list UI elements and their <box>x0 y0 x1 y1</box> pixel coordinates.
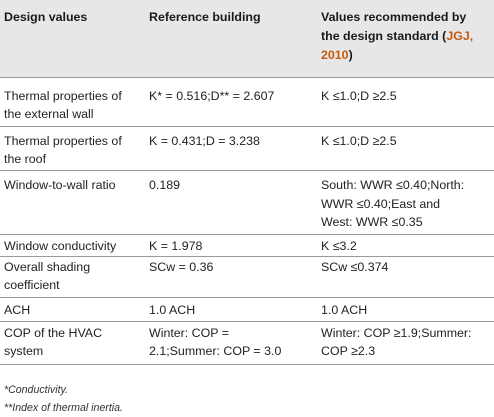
header-recommended-line-2: the design standard (JGJ, <box>321 28 473 46</box>
row-4-reference: K = 1.978 <box>149 239 203 253</box>
row-divider <box>0 297 494 298</box>
table-header-band <box>0 0 494 77</box>
header-divider <box>0 77 494 78</box>
row-7-recommended-line-1: Winter: COP ≥1.9;Summer: <box>321 326 472 340</box>
citation-year-link[interactable]: 2010 <box>321 48 349 62</box>
row-divider <box>0 321 494 322</box>
footnote-thermal-inertia: **Index of thermal inertia. <box>4 402 123 414</box>
row-divider <box>0 234 494 235</box>
row-2-recommended: K ≤1.0;D ≥2.5 <box>321 134 397 148</box>
row-2-reference: K = 0.431;D = 3.238 <box>149 134 260 148</box>
row-3-label: Window-to-wall ratio <box>4 178 116 192</box>
row-6-reference: 1.0 ACH <box>149 303 196 317</box>
row-7-reference-line-1: Winter: COP = <box>149 326 229 340</box>
row-3-recommended-line-3: West: WWR ≤0.35 <box>321 215 423 229</box>
header-reference-building: Reference building <box>149 10 261 24</box>
row-5-reference: SCw = 0.36 <box>149 260 214 274</box>
row-4-recommended: K ≤3.2 <box>321 239 357 253</box>
row-4-label: Window conductivity <box>4 239 117 253</box>
row-1-label-line-1: Thermal properties of <box>4 89 122 103</box>
row-3-recommended-line-1: South: WWR ≤0.40;North: <box>321 178 465 192</box>
header-recommended-line-3: 2010) <box>321 47 353 65</box>
row-6-recommended: 1.0 ACH <box>321 303 368 317</box>
header-recommended-suffix: ) <box>348 48 353 62</box>
row-7-reference-line-2: 2.1;Summer: COP = 3.0 <box>149 344 282 358</box>
row-7-label-line-1: COP of the HVAC <box>4 326 103 340</box>
row-5-label-line-2: coefficient <box>4 278 60 292</box>
row-divider <box>0 170 494 171</box>
row-7-recommended-line-2: COP ≥2.3 <box>321 344 376 358</box>
row-divider <box>0 256 494 257</box>
table-bottom-rule <box>0 364 494 365</box>
row-5-label-line-1: Overall shading <box>4 260 91 274</box>
row-1-recommended: K ≤1.0;D ≥2.5 <box>321 89 397 103</box>
row-6-label: ACH <box>4 303 31 317</box>
citation-link[interactable]: JGJ, <box>446 29 474 43</box>
row-5-recommended: SCw ≤0.374 <box>321 260 389 274</box>
row-2-label-line-2: the roof <box>4 152 47 166</box>
header-design-values: Design values <box>4 10 88 24</box>
header-recommended-line-1: Values recommended by <box>321 10 467 24</box>
header-recommended-prefix: the design standard ( <box>321 29 447 43</box>
row-1-reference: K* = 0.516;D** = 2.607 <box>149 89 275 103</box>
row-2-label-line-1: Thermal properties of <box>4 134 122 148</box>
row-3-reference: 0.189 <box>149 178 181 192</box>
row-divider <box>0 126 494 127</box>
row-1-label-line-2: the external wall <box>4 107 94 121</box>
footnote-conductivity: *Conductivity. <box>4 384 68 396</box>
row-7-label-line-2: system <box>4 344 44 358</box>
row-3-recommended-line-2: WWR ≤0.40;East and <box>321 197 441 211</box>
